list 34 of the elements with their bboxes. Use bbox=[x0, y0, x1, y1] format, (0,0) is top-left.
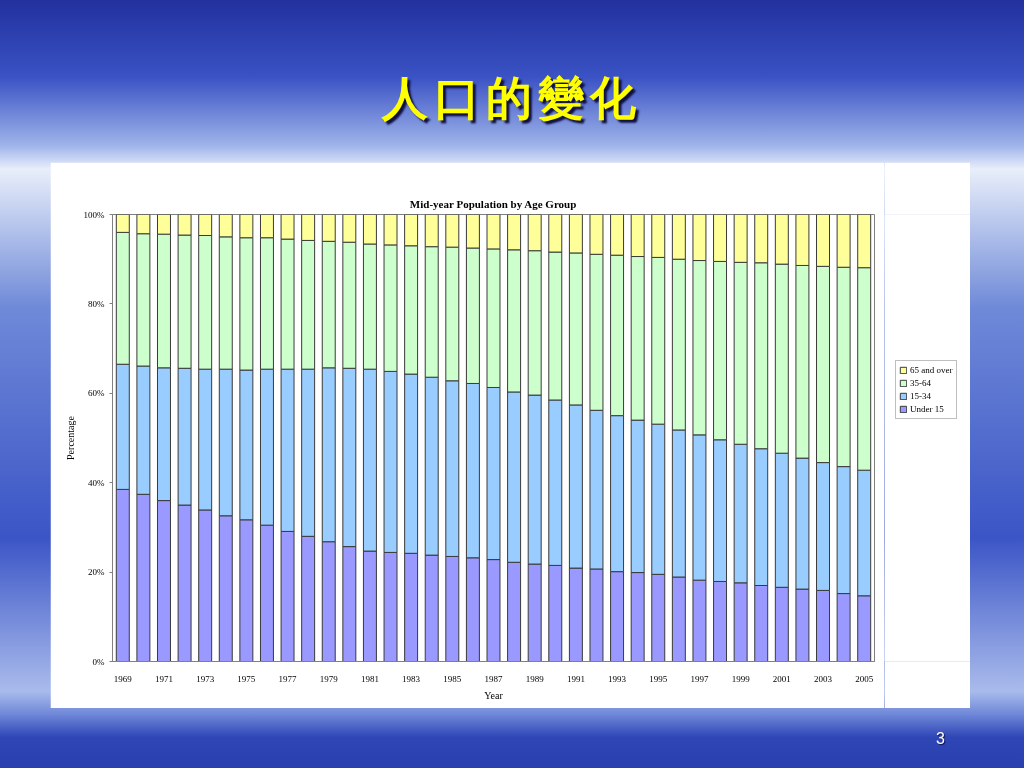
y-tick-label: 0% bbox=[92, 656, 105, 667]
x-tick-label: 1975 bbox=[237, 673, 256, 684]
x-tick-label: 1969 bbox=[113, 673, 133, 684]
x-tick-label: 1997 bbox=[690, 673, 709, 684]
x-tick-label: 2001 bbox=[772, 673, 791, 684]
x-tick-label: 1973 bbox=[196, 673, 215, 684]
legend-label: 35-64 bbox=[910, 377, 931, 389]
x-tick-label: 2003 bbox=[814, 673, 833, 684]
x-tick-label: 1983 bbox=[402, 673, 421, 684]
y-tick-label: 80% bbox=[88, 298, 105, 309]
chart-subtitle: Mid-year Population by Age Group bbox=[409, 197, 577, 210]
legend-label: Under 15 bbox=[910, 403, 944, 415]
x-tick-label: 1989 bbox=[525, 673, 545, 684]
x-tick-label: 2005 bbox=[855, 673, 874, 684]
x-tick-label: 1985 bbox=[443, 673, 462, 684]
y-tick-label: 20% bbox=[88, 567, 105, 578]
legend-label: 15-34 bbox=[910, 390, 931, 402]
y-axis-title: Percentage bbox=[64, 415, 76, 460]
x-tick-label: 1987 bbox=[484, 673, 503, 684]
legend-label: 65 and over bbox=[910, 364, 953, 376]
x-tick-label: 1991 bbox=[566, 673, 585, 684]
y-tick-label: 60% bbox=[88, 388, 105, 399]
x-tick-label: 1995 bbox=[649, 673, 668, 684]
x-tick-label: 1993 bbox=[608, 673, 627, 684]
y-tick-label: 40% bbox=[88, 477, 105, 488]
x-tick-label: 1979 bbox=[319, 673, 339, 684]
x-axis-title: Year bbox=[484, 689, 504, 701]
x-tick-label: 1977 bbox=[278, 673, 298, 684]
chart-title: 人口的變化 bbox=[382, 70, 642, 127]
x-tick-label: 1971 bbox=[154, 673, 173, 684]
text: 3 bbox=[936, 729, 945, 749]
y-tick-label: 100% bbox=[83, 209, 105, 220]
x-tick-label: 1981 bbox=[360, 673, 379, 684]
x-tick-label: 1999 bbox=[731, 673, 751, 684]
